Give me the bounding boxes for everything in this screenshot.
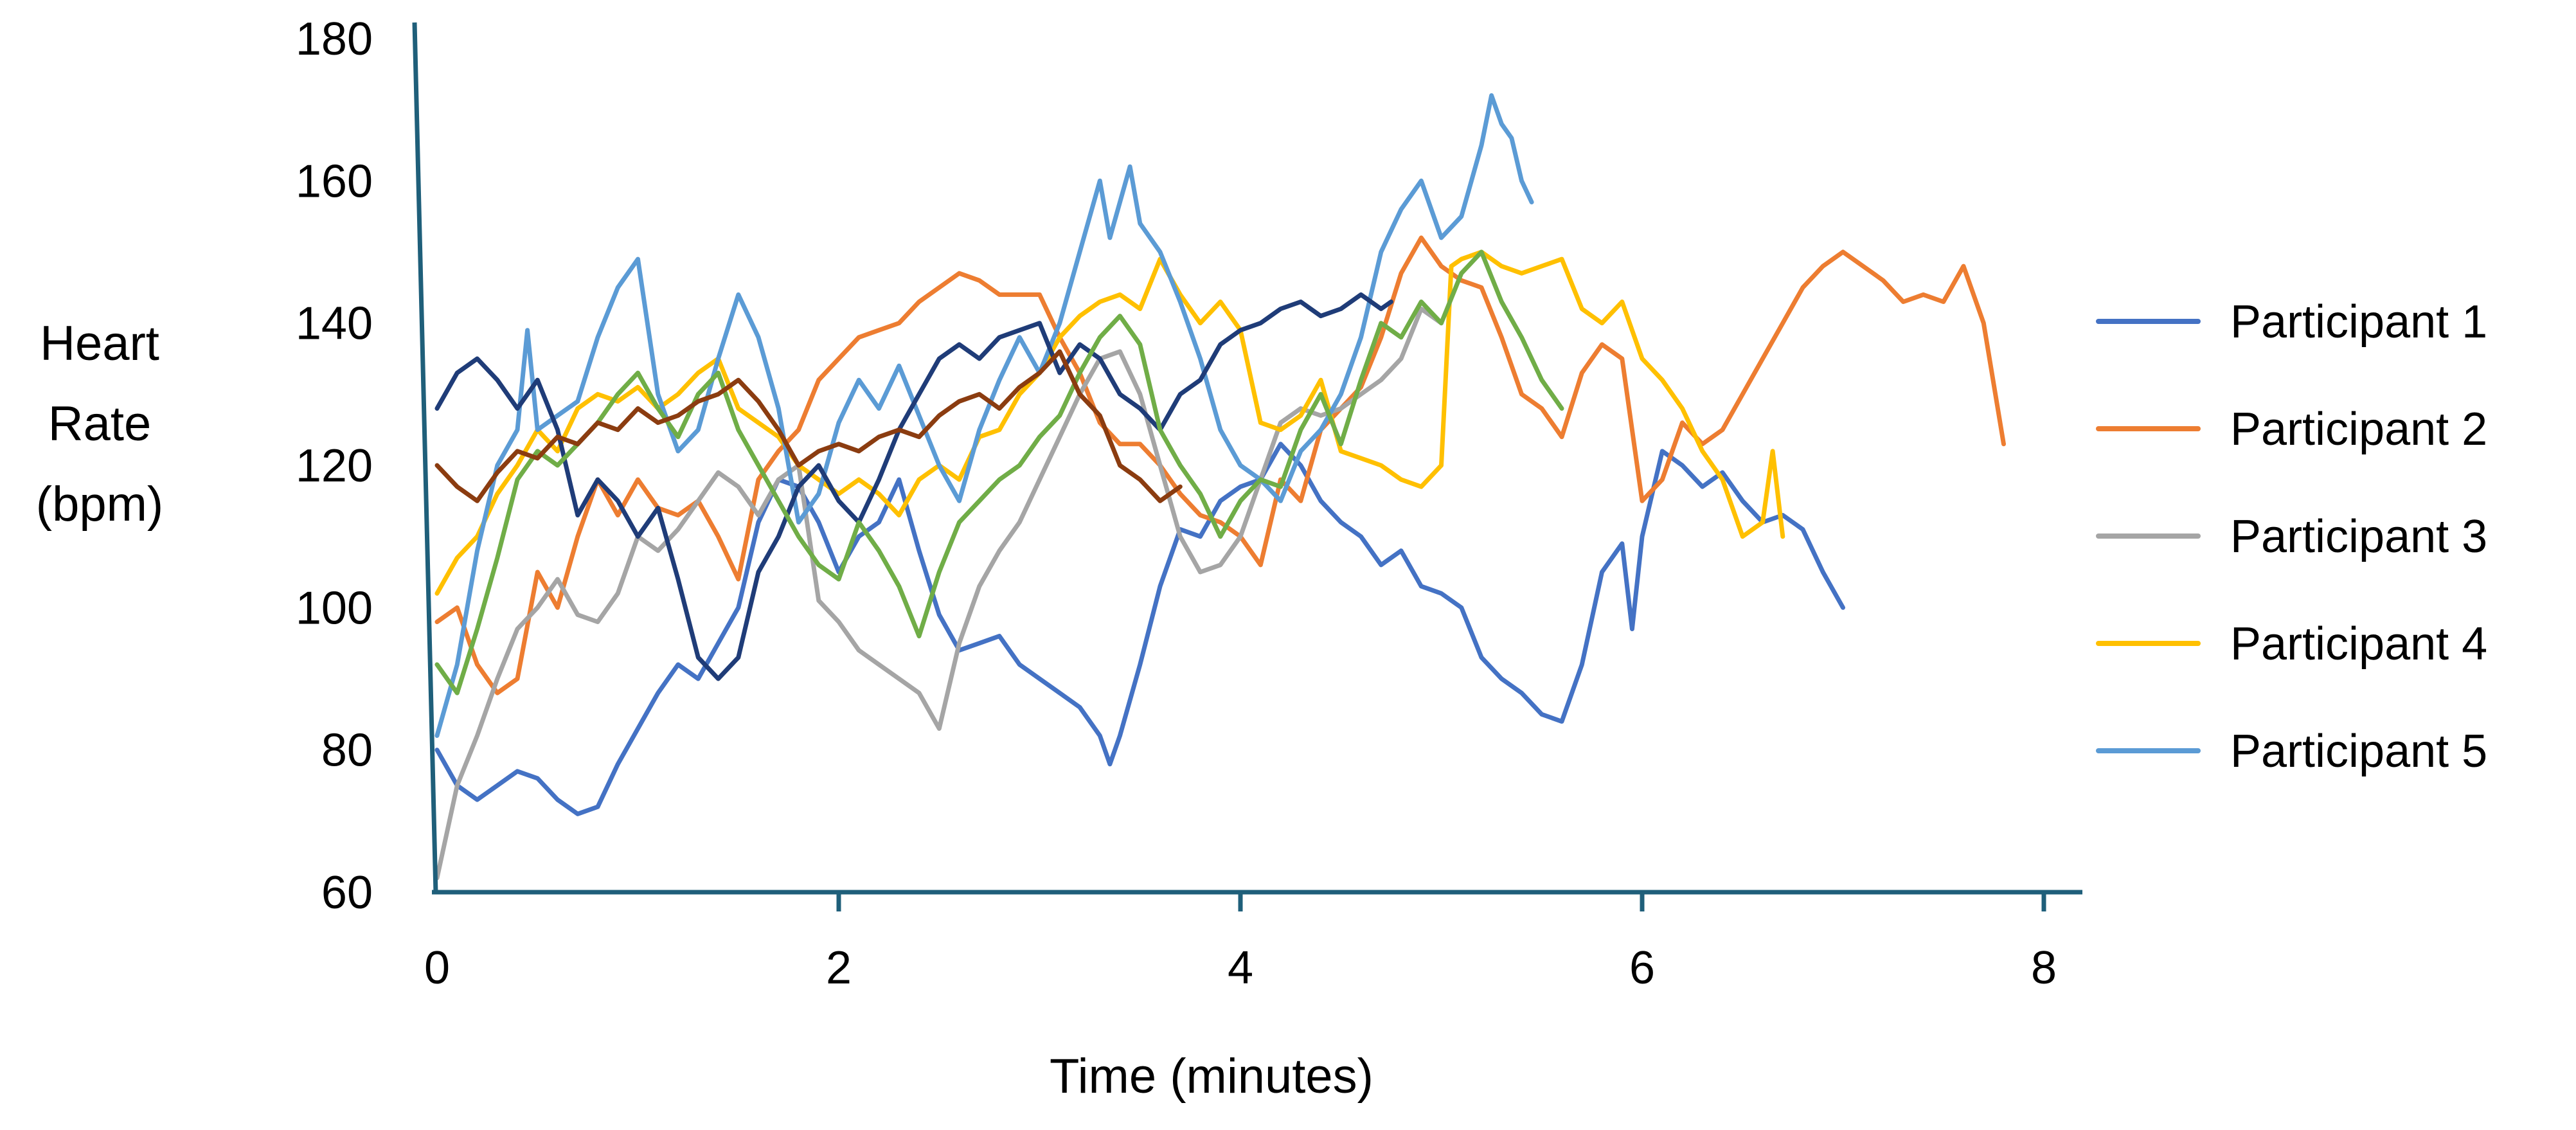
y-tick-label: 160	[296, 156, 373, 207]
legend-label: Participant 2	[2230, 404, 2487, 455]
x-tick-label: 0	[424, 942, 450, 994]
y-axis-title-line: Heart	[40, 316, 159, 371]
series-line-3	[434, 307, 1444, 881]
y-tick-label: 80	[321, 725, 373, 776]
y-axis-title-line: (bpm)	[36, 477, 163, 532]
series-line-7	[434, 249, 1564, 695]
x-tick-label: 2	[826, 942, 852, 994]
series-line-1	[434, 442, 1845, 816]
y-tick-label: 180	[296, 13, 373, 65]
legend-label: Participant 4	[2230, 618, 2487, 670]
series-line-8	[434, 349, 1183, 503]
y-tick-label: 140	[296, 298, 373, 350]
series-line-6	[434, 292, 1393, 681]
x-axis-title: Time (minutes)	[1050, 1049, 1373, 1104]
y-axis-title-line: Rate	[48, 397, 152, 451]
legend-label: Participant 3	[2230, 511, 2487, 562]
legend-label: Participant 1	[2230, 296, 2487, 348]
x-tick-label: 6	[1629, 942, 1655, 994]
y-tick-label: 120	[296, 440, 373, 492]
legend: Participant 1 Participant 2 Participant 3 P…	[2096, 296, 2487, 777]
y-tick-label: 60	[321, 867, 373, 919]
axes-layer: 0 2 4 6 8 60 80 100 120 140 160 180	[296, 13, 2082, 994]
legend-label: Participant 5	[2230, 726, 2487, 777]
x-tick-label: 8	[2031, 942, 2057, 994]
y-axis-title: Heart Rate (bpm)	[36, 316, 163, 532]
y-axis-line	[412, 22, 438, 894]
x-tick-label: 4	[1228, 942, 1253, 994]
series-line-5	[434, 93, 1534, 738]
y-tick-label: 100	[296, 582, 373, 634]
series-layer	[434, 93, 2006, 881]
series-line-4	[434, 249, 1785, 596]
